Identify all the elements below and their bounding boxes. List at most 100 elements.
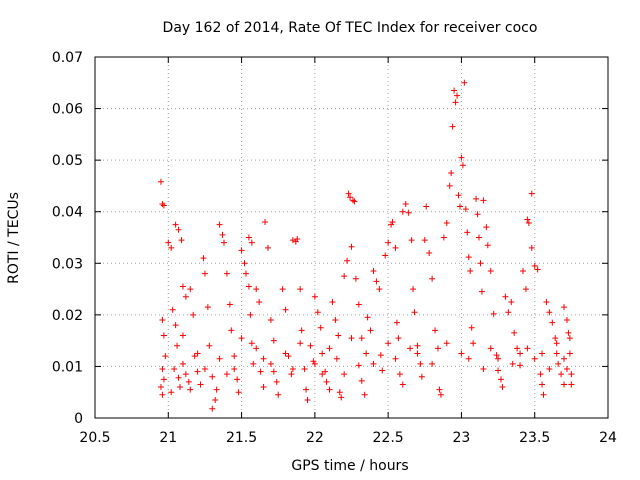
data-point (363, 350, 370, 357)
data-point (358, 377, 365, 384)
data-point (376, 286, 383, 293)
data-point (297, 286, 304, 293)
data-point (220, 239, 227, 246)
data-point (370, 268, 377, 275)
data-point (333, 355, 340, 362)
data-point (159, 391, 166, 398)
data-point (159, 366, 166, 373)
data-point (344, 257, 351, 264)
data-point (464, 229, 471, 236)
data-point (443, 340, 450, 347)
data-point (393, 319, 400, 326)
x-tick-label: 22 (306, 430, 324, 446)
data-point (395, 335, 402, 342)
data-point (270, 368, 277, 375)
data-point (256, 298, 263, 305)
data-point (310, 358, 317, 365)
data-point (345, 190, 352, 197)
data-point (555, 360, 562, 367)
data-point (456, 203, 463, 210)
data-point (468, 324, 475, 331)
data-point (508, 298, 515, 305)
data-point (373, 278, 380, 285)
data-point (279, 286, 286, 293)
data-point (288, 371, 295, 378)
data-point (546, 366, 553, 373)
data-point (459, 162, 466, 169)
data-point (179, 360, 186, 367)
data-point (206, 342, 213, 349)
data-point (519, 268, 526, 275)
data-point (462, 206, 469, 213)
data-point (514, 345, 521, 352)
data-point (421, 237, 428, 244)
data-point (385, 239, 392, 246)
data-point (349, 197, 356, 204)
data-point (223, 270, 230, 277)
data-point (329, 298, 336, 305)
data-point (162, 353, 169, 360)
data-point (414, 350, 421, 357)
data-point (483, 224, 490, 231)
data-point (314, 309, 321, 316)
data-point (262, 219, 269, 226)
data-point (270, 337, 277, 344)
data-point (505, 309, 512, 316)
data-point (451, 87, 458, 94)
data-point (539, 381, 546, 388)
data-point (190, 311, 197, 318)
data-point (213, 386, 220, 393)
data-point (311, 360, 318, 367)
data-point (476, 234, 483, 241)
data-point (178, 237, 185, 244)
data-point (322, 368, 329, 375)
data-point (168, 389, 175, 396)
data-point (194, 368, 201, 375)
data-point (348, 335, 355, 342)
data-point (174, 342, 181, 349)
data-point (204, 304, 211, 311)
data-point (160, 332, 167, 339)
data-point (553, 350, 560, 357)
data-point (159, 317, 166, 324)
data-point (525, 220, 532, 227)
x-tick-label: 22.5 (373, 430, 404, 446)
data-point (301, 366, 308, 373)
data-point (470, 340, 477, 347)
data-point (402, 200, 409, 207)
data-point (561, 355, 568, 362)
data-point (168, 244, 175, 251)
data-point (417, 360, 424, 367)
data-point (289, 366, 296, 373)
data-point (568, 371, 575, 378)
data-point (563, 366, 570, 373)
data-point (399, 381, 406, 388)
data-point (558, 371, 565, 378)
data-point (407, 345, 414, 352)
data-point (341, 371, 348, 378)
data-point (289, 237, 296, 244)
data-point (377, 352, 384, 359)
data-point (294, 236, 301, 243)
data-point (247, 311, 254, 318)
data-point (385, 340, 392, 347)
data-point (341, 273, 348, 280)
data-point (245, 234, 252, 241)
data-point (540, 391, 547, 398)
data-point (253, 345, 260, 352)
data-point (231, 353, 238, 360)
y-tick-label: 0.07 (52, 50, 83, 66)
data-point (410, 286, 417, 293)
data-point (212, 396, 219, 403)
axis-ticks (94, 56, 609, 419)
data-point (226, 301, 233, 308)
data-point (336, 389, 343, 396)
data-point (392, 355, 399, 362)
data-point (522, 286, 529, 293)
data-point (250, 360, 257, 367)
data-point (216, 355, 223, 362)
data-point (565, 329, 572, 336)
x-axis-title: GPS time / hours (291, 458, 408, 474)
data-point (209, 405, 216, 412)
